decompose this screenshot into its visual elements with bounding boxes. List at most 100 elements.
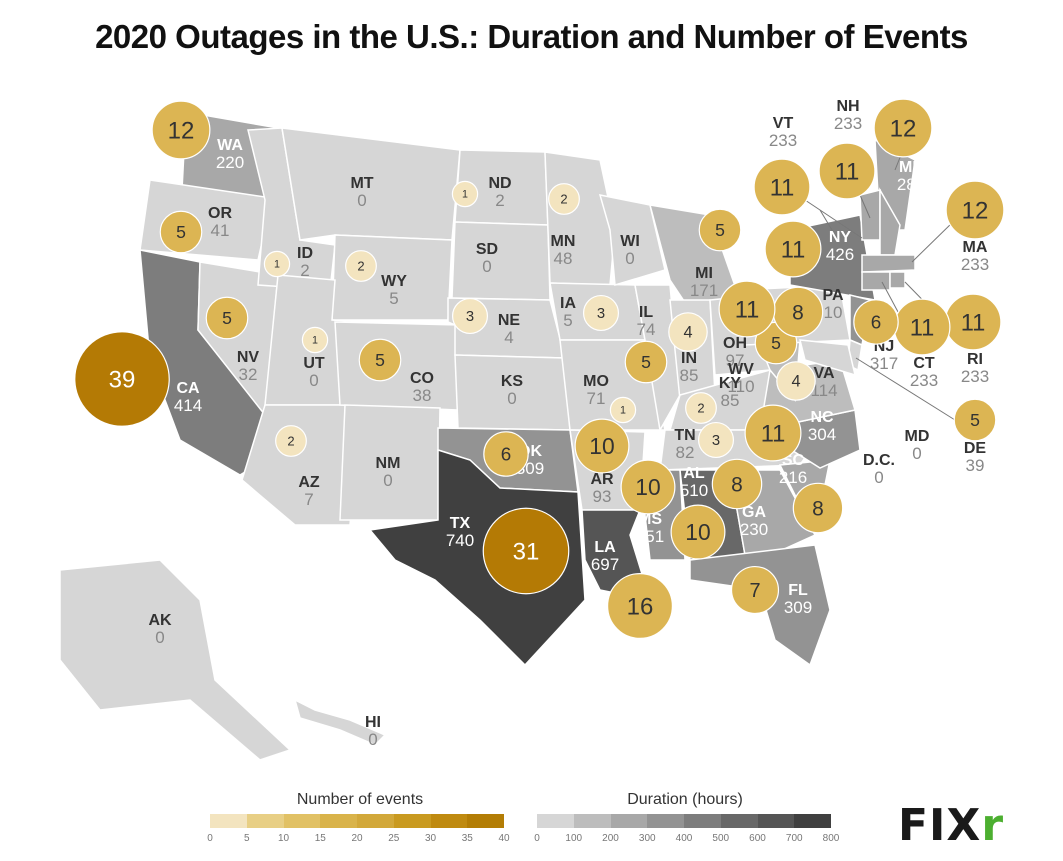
event-count-label: 2 — [560, 192, 567, 207]
events-legend-tick-label: 20 — [351, 833, 363, 844]
events-legend-bar — [210, 814, 504, 828]
event-bubble-circle — [609, 396, 637, 424]
event-count-label: 1 — [462, 189, 468, 201]
event-count-label: 2 — [287, 434, 294, 449]
state-duration-value: 0 — [309, 371, 318, 390]
duration-legend-swatch-0 — [537, 814, 574, 828]
state-ak-shape — [59, 559, 292, 761]
state-duration-value: 2 — [300, 261, 309, 280]
duration-legend-swatch-4 — [684, 814, 721, 828]
duration-legend-swatch-7 — [794, 814, 831, 828]
state-label-wi: WI0 — [620, 233, 640, 268]
event-count-label: 5 — [222, 308, 232, 328]
duration-legend-tick-label: 0 — [534, 833, 540, 844]
duration-legend-swatch-5 — [720, 814, 758, 828]
event-bubble-circle — [574, 418, 630, 474]
event-bubble-circle — [744, 404, 802, 462]
duration-legend-tick-label: 800 — [822, 833, 840, 844]
event-bubble-ca: 39 — [74, 331, 170, 427]
state-duration-value: 0 — [507, 389, 516, 408]
event-count-label: 5 — [715, 220, 725, 240]
event-count-label: 1 — [274, 259, 280, 271]
event-bubble-circle — [74, 331, 170, 427]
event-bubble-circle — [451, 297, 489, 335]
event-bubble-wa: 12 — [151, 100, 211, 160]
state-duration-value: 304 — [808, 425, 836, 444]
event-bubble-nd: 1 — [451, 180, 479, 208]
state-ri-shape — [889, 271, 906, 289]
event-bubble-circle — [818, 142, 876, 200]
event-bubble-circle — [301, 326, 329, 354]
event-count-label: 11 — [961, 310, 986, 336]
event-bubble-nj: 6 — [853, 299, 899, 345]
state-duration-value: 697 — [591, 555, 619, 574]
state-abbr: WA — [217, 137, 243, 154]
state-abbr: RI — [967, 351, 983, 368]
event-count-label: 5 — [176, 222, 186, 242]
state-duration-value: 233 — [961, 255, 989, 274]
state-duration-value: 317 — [870, 354, 898, 373]
state-abbr: D.C. — [863, 452, 895, 469]
state-duration-value: 97 — [726, 351, 745, 370]
state-abbr: MI — [695, 265, 713, 282]
state-vt-shape — [859, 189, 881, 241]
state-abbr: AK — [148, 612, 172, 629]
event-count-label: 3 — [712, 433, 720, 449]
event-count-label: 3 — [466, 309, 474, 325]
state-duration-value: 32 — [239, 365, 258, 384]
events-legend-swatch-0 — [210, 814, 247, 828]
event-bubble-ga: 8 — [792, 482, 844, 534]
event-bubble-circle — [582, 294, 620, 332]
state-label-dc.: D.C.0 — [863, 452, 895, 487]
events-legend-tick-label: 15 — [314, 833, 326, 844]
events-legend-tick-label: 5 — [243, 833, 250, 844]
state-abbr: KS — [501, 373, 524, 390]
state-abbr: NY — [829, 229, 852, 246]
state-label-hi: HI0 — [365, 714, 381, 749]
event-count-label: 8 — [792, 301, 804, 324]
state-duration-value: 233 — [910, 371, 938, 390]
state-duration-value: 2 — [495, 191, 504, 210]
leader-line-ma — [911, 219, 956, 263]
state-abbr: OR — [208, 205, 232, 222]
state-abbr: TN — [674, 427, 695, 444]
state-abbr: NH — [836, 98, 859, 115]
event-bubble-circle — [263, 250, 291, 278]
state-abbr: HI — [365, 714, 381, 731]
event-count-label: 12 — [890, 115, 917, 142]
state-duration-value: 0 — [383, 471, 392, 490]
state-abbr: MT — [350, 175, 373, 192]
state-duration-value: 0 — [625, 249, 634, 268]
events-legend-swatch-5 — [393, 814, 431, 828]
duration-legend-tick-label: 400 — [675, 833, 693, 844]
event-bubble-circle — [730, 565, 780, 615]
state-duration-value: 4 — [504, 328, 513, 347]
event-count-label: 1 — [312, 335, 318, 347]
state-abbr: GA — [742, 504, 766, 521]
event-count-label: 10 — [589, 433, 614, 459]
state-duration-value: 7 — [304, 490, 313, 509]
state-abbr: WY — [381, 273, 407, 290]
event-count-label: 6 — [501, 444, 511, 465]
event-count-label: 39 — [109, 366, 136, 393]
state-duration-value: 10 — [824, 303, 843, 322]
event-bubble-circle — [451, 180, 479, 208]
event-count-label: 2 — [357, 259, 364, 274]
state-duration-value: 5 — [389, 289, 398, 308]
event-bubble-circle — [718, 280, 776, 338]
event-count-label: 7 — [749, 580, 760, 602]
state-duration-value: 110 — [727, 377, 754, 396]
state-duration-value: 510 — [680, 481, 708, 500]
event-count-label: 31 — [513, 538, 540, 565]
event-bubble-ar: 10 — [620, 459, 676, 515]
duration-legend-tick-label: 300 — [638, 833, 656, 844]
state-abbr: MA — [963, 239, 988, 256]
event-bubble-va: 4 — [776, 361, 816, 401]
